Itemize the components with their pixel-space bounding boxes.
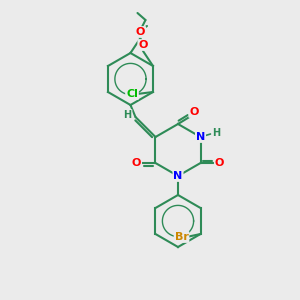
Text: O: O	[189, 107, 199, 117]
Text: Cl: Cl	[126, 89, 138, 99]
Text: N: N	[173, 171, 183, 181]
Text: O: O	[136, 27, 145, 37]
Text: H: H	[212, 128, 220, 138]
Text: Br: Br	[175, 232, 188, 242]
Text: O: O	[215, 158, 224, 168]
Text: N: N	[196, 132, 205, 142]
Text: H: H	[123, 110, 131, 120]
Text: O: O	[138, 40, 148, 50]
Text: O: O	[132, 158, 141, 168]
